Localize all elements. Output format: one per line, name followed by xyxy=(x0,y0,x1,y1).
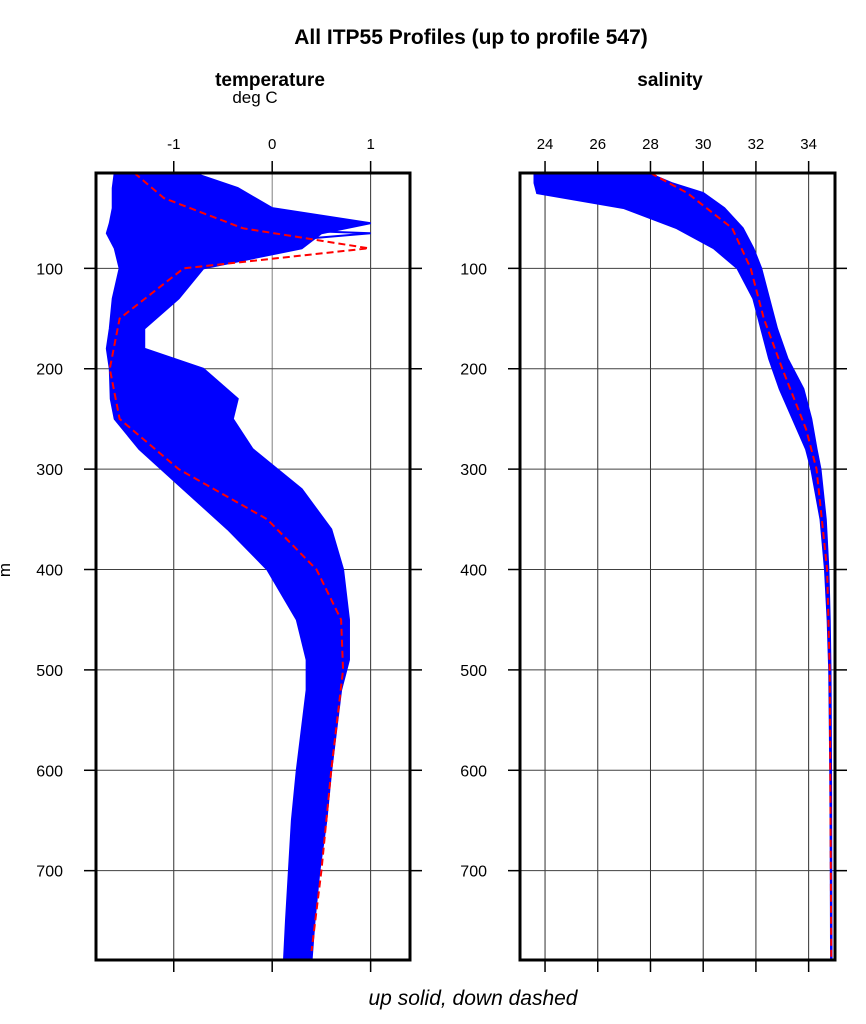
up-profile-line xyxy=(113,172,371,961)
x-tick-label: 32 xyxy=(748,136,765,153)
y-tick-label: 500 xyxy=(460,663,487,680)
x-tick-label: 24 xyxy=(537,136,554,153)
figure-caption: up solid, down dashed xyxy=(368,987,578,1010)
down-profile-line xyxy=(650,172,833,961)
y-tick-label: 300 xyxy=(36,462,63,479)
y-tick-label: 400 xyxy=(36,563,63,580)
x-tick-label: 0 xyxy=(268,136,276,153)
y-tick-label: 500 xyxy=(36,663,63,680)
y-tick-label: 200 xyxy=(460,362,487,379)
salinity-panel: 24 26 28 30 32 34 100 200 300 400 500 600 700 xyxy=(460,136,847,972)
y-tick-label: 400 xyxy=(460,563,487,580)
y-tick-label: 200 xyxy=(36,362,63,379)
x-tick-label: 30 xyxy=(695,136,712,153)
up-profile-envelope xyxy=(533,172,833,961)
y-tick-label: 100 xyxy=(36,261,63,278)
salinity-panel-title: salinity xyxy=(637,70,703,91)
up-profile-envelope xyxy=(105,172,371,961)
y-tick-label: 600 xyxy=(36,763,63,780)
y-tick-label: 600 xyxy=(460,763,487,780)
y-axis-label: m xyxy=(0,563,14,577)
figure-title: All ITP55 Profiles (up to profile 547) xyxy=(294,26,648,49)
y-tick-label: 100 xyxy=(460,261,487,278)
temperature-panel: -1 0 1 100 200 300 400 500 600 700 xyxy=(36,136,422,972)
x-tick-label: 1 xyxy=(366,136,374,153)
plot-frame xyxy=(518,171,837,962)
x-tick-label: 26 xyxy=(589,136,606,153)
y-tick-label: 700 xyxy=(460,864,487,881)
temperature-panel-title: temperature xyxy=(215,70,325,91)
x-tick-label: 28 xyxy=(642,136,659,153)
x-tick-label: -1 xyxy=(167,136,180,153)
plot-frame xyxy=(94,171,412,962)
x-tick-label: 34 xyxy=(800,136,817,153)
y-tick-label: 300 xyxy=(460,462,487,479)
temperature-unit-label: deg C xyxy=(232,88,278,107)
down-profile-line xyxy=(108,172,369,952)
y-tick-label: 700 xyxy=(36,864,63,881)
